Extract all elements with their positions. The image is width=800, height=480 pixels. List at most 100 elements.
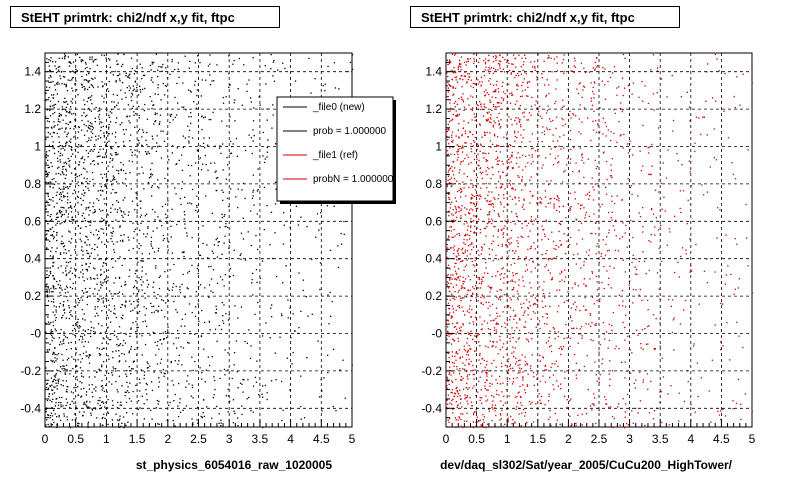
scatter-point: [529, 305, 531, 307]
scatter-point: [104, 243, 106, 245]
scatter-point: [91, 95, 93, 97]
scatter-point: [144, 103, 146, 106]
scatter-point: [125, 300, 127, 302]
scatter-point: [460, 75, 462, 77]
scatter-point: [52, 145, 54, 147]
scatter-point: [454, 270, 457, 272]
scatter-point: [52, 196, 54, 199]
scatter-point: [462, 127, 464, 129]
scatter-point: [491, 222, 493, 225]
scatter-point: [187, 288, 189, 290]
scatter-point: [53, 183, 56, 185]
scatter-point: [751, 292, 754, 294]
scatter-point: [51, 415, 54, 417]
scatter-point: [174, 187, 176, 189]
scatter-point: [72, 76, 74, 79]
scatter-point: [472, 293, 474, 295]
scatter-point: [52, 238, 55, 240]
scatter-point: [602, 117, 604, 119]
scatter-point: [213, 394, 215, 396]
scatter-point: [579, 104, 581, 106]
scatter-point: [81, 341, 83, 343]
scatter-point: [84, 168, 86, 170]
scatter-point: [611, 158, 613, 160]
scatter-point: [722, 345, 724, 347]
scatter-point: [534, 267, 536, 269]
scatter-point: [517, 219, 519, 222]
scatter-point: [602, 322, 605, 324]
scatter-point: [246, 83, 248, 85]
scatter-point: [83, 334, 86, 336]
scatter-point: [515, 408, 517, 410]
scatter-point: [497, 230, 499, 232]
scatter-point: [157, 93, 159, 96]
scatter-point: [65, 186, 67, 188]
scatter-point: [184, 227, 186, 229]
scatter-point: [71, 98, 74, 100]
scatter-point: [580, 204, 582, 206]
scatter-point: [177, 363, 179, 365]
scatter-point: [85, 181, 87, 183]
scatter-point: [141, 354, 143, 356]
scatter-point: [484, 132, 486, 134]
scatter-point: [46, 274, 48, 276]
scatter-point: [149, 64, 152, 67]
scatter-point: [242, 391, 244, 393]
scatter-point: [542, 126, 544, 128]
scatter-point: [164, 84, 167, 87]
scatter-point: [466, 353, 468, 356]
scatter-point: [447, 331, 449, 334]
scatter-point: [690, 403, 692, 406]
scatter-point: [111, 154, 113, 156]
scatter-point: [159, 362, 162, 364]
scatter-point: [221, 189, 223, 191]
scatter-point: [449, 110, 451, 112]
scatter-point: [569, 110, 571, 113]
scatter-point: [474, 257, 476, 259]
scatter-point: [490, 122, 492, 124]
scatter-point: [606, 178, 608, 181]
scatter-point: [150, 240, 152, 243]
scatter-point: [63, 173, 65, 176]
scatter-point: [70, 141, 72, 143]
scatter-point: [464, 394, 466, 396]
scatter-point: [87, 328, 89, 331]
scatter-point: [497, 136, 499, 138]
scatter-point: [556, 199, 558, 201]
scatter-point: [488, 301, 490, 304]
scatter-point: [681, 164, 683, 166]
scatter-point: [495, 275, 497, 277]
scatter-point: [473, 215, 475, 217]
scatter-point: [115, 370, 117, 372]
scatter-point: [557, 331, 560, 333]
scatter-point: [484, 61, 487, 63]
scatter-point: [461, 205, 463, 207]
scatter-point: [72, 61, 75, 63]
scatter-point: [146, 118, 149, 120]
scatter-point: [89, 354, 92, 356]
scatter-point: [161, 309, 163, 311]
scatter-point: [496, 163, 498, 165]
scatter-point: [146, 286, 149, 288]
scatter-point: [81, 157, 83, 159]
scatter-point: [661, 208, 663, 210]
scatter-point: [548, 93, 550, 95]
scatter-point: [490, 118, 492, 120]
scatter-point: [275, 188, 277, 190]
scatter-point: [143, 306, 145, 308]
scatter-point: [515, 357, 517, 359]
scatter-point: [632, 254, 634, 257]
scatter-point: [599, 298, 601, 300]
scatter-point: [110, 258, 113, 260]
scatter-point: [289, 307, 291, 309]
scatter-point: [472, 338, 474, 340]
scatter-point: [96, 246, 98, 248]
scatter-point: [68, 164, 70, 166]
scatter-point: [533, 242, 535, 244]
scatter-point: [550, 57, 552, 59]
scatter-point: [47, 182, 49, 184]
scatter-point: [451, 236, 453, 238]
scatter-point: [71, 146, 73, 148]
scatter-point: [56, 213, 58, 215]
scatter-point: [585, 285, 587, 287]
